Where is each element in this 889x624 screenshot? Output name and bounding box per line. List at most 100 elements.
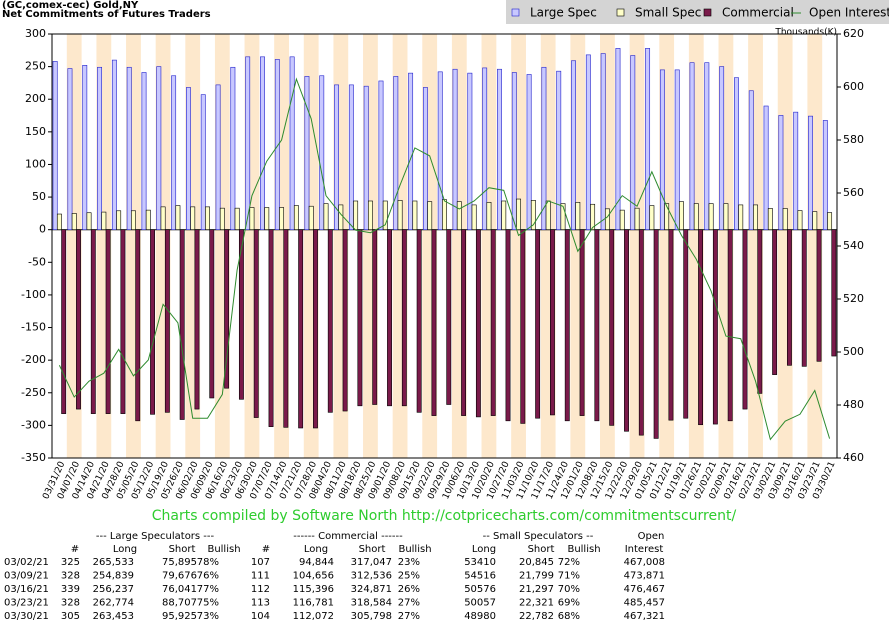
bar [422,87,428,230]
table-cell: 94,844 [299,557,334,568]
bar [638,229,644,436]
table-cell: 312,536 [351,571,392,582]
bar [590,203,596,230]
bar [190,206,196,230]
bar [319,75,325,230]
bar [431,229,437,416]
table-cell: 104 [251,611,270,620]
table-cell: 78% [197,557,219,568]
bar [545,200,551,230]
bar [234,207,240,230]
y-tick-label: 200 [25,92,46,105]
bar [437,71,443,230]
bar [486,201,492,230]
bar [645,48,651,230]
table-cell: 50576 [464,584,496,595]
table-cell: 73% [197,611,219,620]
bar [753,204,758,230]
bar [368,200,373,230]
bar [200,94,206,230]
y2-axis-label: Thousands(K) [774,28,837,38]
bar [116,210,122,230]
table-cell: 473,871 [624,571,665,582]
table-cell: 324,871 [351,584,392,595]
bar [467,72,473,230]
table-cell: 265,533 [93,557,134,568]
bar [215,84,221,230]
bar [323,203,329,230]
table-cell: 318,584 [351,598,392,609]
table-cell: 262,774 [93,598,134,609]
y-tick-label: 100 [25,157,46,170]
bar [338,204,344,230]
table-cell: 485,457 [624,598,665,609]
bar [304,76,310,230]
y2-tick-label: 500 [843,345,864,358]
table-cell: 22,321 [519,598,554,609]
bar [160,206,166,230]
y-tick-label: 0 [39,223,46,236]
table-cell: 70% [558,584,580,595]
bar [268,229,274,427]
bar [274,59,280,230]
table-cell: 21,799 [519,571,554,582]
bar [689,62,695,230]
table-header: Interest [625,544,664,555]
bar [501,200,507,230]
bar [600,53,606,230]
table-group: Open [638,531,665,542]
chart-title: (GC,comex-cec) Gold,NY [2,0,139,11]
table-header: Bullish [567,544,600,555]
bar [461,229,467,416]
table-cell: 23% [398,557,420,568]
footer: Charts compiled by Software North http:/… [152,508,737,524]
bar [397,200,403,230]
y-tick-label: -100 [21,288,46,301]
table-cell: 54516 [464,571,496,582]
y2-tick-label: 520 [843,292,864,305]
table-cell: 03/16/21 [4,584,49,595]
legend-label: Open Interest [809,6,889,20]
table-header: Long [304,544,328,555]
bar [260,56,265,230]
bar [101,211,107,230]
bar [738,204,744,230]
bar [668,229,674,421]
bar [772,229,778,375]
bar [564,229,570,422]
table-cell: 71% [558,571,580,582]
y-tick-label: -150 [21,321,46,334]
legend-marker [511,8,520,17]
bar [279,207,285,230]
legend-marker [703,8,712,17]
bar [357,229,363,407]
bar [249,207,255,230]
bar [52,61,58,230]
bar [793,111,799,230]
bar [219,207,225,230]
table-cell: 79,676 [162,571,197,582]
y2-tick-label: 460 [843,451,864,464]
bar [624,229,629,432]
table-cell: 75% [197,598,219,609]
y-tick-label: -350 [21,451,46,464]
bar [475,229,481,418]
bar [61,229,67,414]
bar [164,229,170,413]
y-tick-label: 300 [25,27,46,40]
table-cell: 75,895 [162,557,197,568]
bar [801,229,807,367]
bar [679,201,684,230]
bar [387,229,392,407]
table-cell: 48980 [464,611,496,620]
bar [56,213,62,230]
bar [348,84,354,230]
bar [111,59,117,230]
table-cell: 263,453 [93,611,134,620]
bar [609,229,615,426]
bar [298,229,304,429]
y-tick-label: -50 [28,255,46,268]
y2-tick-label: 620 [843,27,864,40]
table-cell: 339 [61,584,80,595]
table-cell: 467,008 [624,557,665,568]
